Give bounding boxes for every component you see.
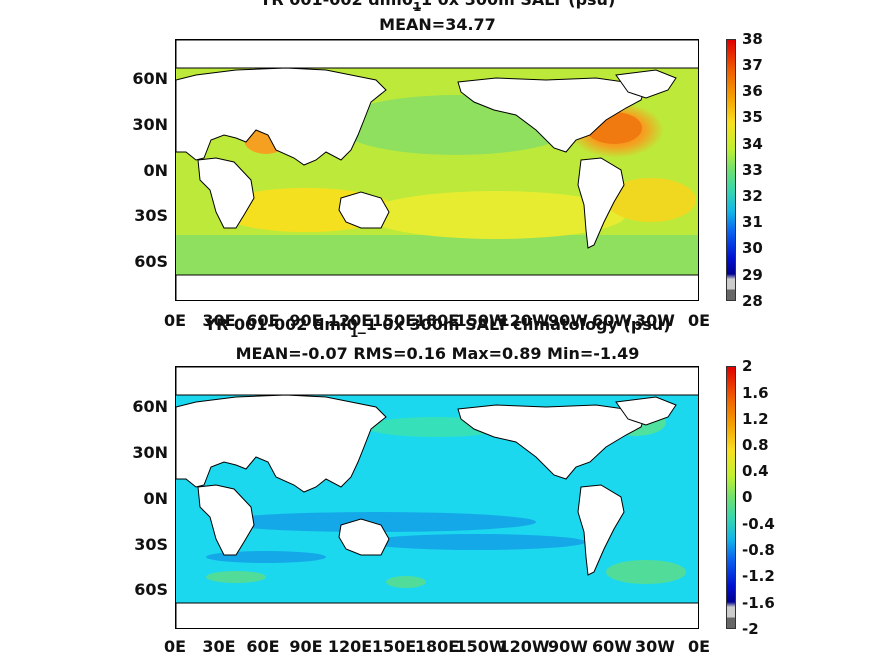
chart2-indian-high	[206, 571, 266, 583]
chart2-xtick: 150E	[371, 637, 417, 656]
chart1-xtick: 60W	[592, 311, 632, 330]
chart2-colorbar-tick: 0	[742, 488, 753, 506]
chart1-eurasia	[176, 67, 387, 166]
chart2-north-america	[457, 404, 647, 480]
chart2-xtick: 0E	[163, 637, 187, 656]
chart2-xtick: 180E	[414, 637, 460, 656]
chart1-antarctica	[176, 274, 698, 300]
chart2-colorbar-tick: 0.4	[742, 462, 769, 480]
chart2-xtick: 90W	[548, 637, 588, 656]
chart2-greenland	[615, 396, 677, 426]
chart2-xtick: 60E	[246, 637, 280, 656]
chart2-subtitle: MEAN=-0.07 RMS=0.16 Max=0.89 Min=-1.49	[235, 344, 640, 363]
chart1-map	[175, 39, 699, 301]
chart1-north-america	[457, 77, 647, 153]
chart2-colorbar	[726, 366, 736, 629]
chart2-colorbar-tick: -1.2	[742, 567, 775, 585]
chart1-colorbar-tick: 31	[742, 213, 763, 231]
chart1-ytick-30n: 30N	[132, 115, 168, 134]
chart1-colorbar-tick: 29	[742, 266, 763, 284]
chart2-tasman-high	[386, 576, 426, 588]
chart2-xtick: 90E	[289, 637, 323, 656]
chart2-ytick-60n: 60N	[132, 397, 168, 416]
chart1-xtick: 150W	[455, 311, 507, 330]
chart1-title: YR 001-002 dml0_1 0x 300m SALT (psu)	[0, 0, 875, 9]
chart1-greenland	[615, 69, 677, 99]
chart2-title-subscript: 1	[350, 326, 359, 340]
chart2-colorbar-tick: -0.8	[742, 541, 775, 559]
chart2-xtick: 30W	[635, 637, 675, 656]
chart2-colorbar-tick: 1.2	[742, 410, 769, 428]
chart1-colorbar-tick: 32	[742, 187, 763, 205]
chart1-ytick-0n: 0N	[143, 161, 168, 180]
chart2-ytick-30s: 30S	[134, 535, 168, 554]
chart1-south-america	[577, 157, 625, 249]
chart1-colorbar-tick: 30	[742, 239, 763, 257]
chart1-colorbar-tick: 37	[742, 56, 763, 74]
chart1-xtick: 150E	[371, 311, 417, 330]
chart2-colorbar-tick: -2	[742, 620, 759, 638]
chart1-xtick: 60E	[246, 311, 280, 330]
chart2-southern-low	[216, 512, 536, 532]
chart2-satl-high	[606, 560, 686, 584]
chart1-colorbar-tick: 33	[742, 161, 763, 179]
chart1-xtick: 0E	[163, 311, 187, 330]
chart1-xtick: 30E	[202, 311, 236, 330]
chart1-ytick-30s: 30S	[134, 206, 168, 225]
chart2-xtick: 150W	[455, 637, 507, 656]
chart1-satl	[606, 178, 696, 222]
chart2-colorbar-tick: 0.8	[742, 436, 769, 454]
chart1-xtick: 0E	[687, 311, 711, 330]
chart2-africa	[197, 484, 255, 556]
chart1-colorbar-tick: 28	[742, 292, 763, 310]
chart2-xtick: 120W	[498, 637, 550, 656]
chart2-south-america	[577, 484, 625, 576]
chart2-colorbar-tick: -0.4	[742, 515, 775, 533]
chart2-colorbar-tick: 2	[742, 357, 753, 375]
chart2-spac-low	[366, 534, 586, 550]
chart2-map	[175, 366, 699, 629]
chart2-ytick-30n: 30N	[132, 443, 168, 462]
chart2-australia	[338, 518, 390, 556]
chart1-subtitle: MEAN=34.77	[379, 15, 496, 34]
chart2-ytick-0n: 0N	[143, 489, 168, 508]
chart1-xtick: 30W	[635, 311, 675, 330]
chart1-colorbar-tick: 36	[742, 82, 763, 100]
chart2-colorbar-tick: 1.6	[742, 384, 769, 402]
chart2-ytick-60s: 60S	[134, 580, 168, 599]
chart2-xtick: 60W	[592, 637, 632, 656]
chart2-colorbar-tick: -1.6	[742, 594, 775, 612]
chart2-arctic	[176, 367, 698, 396]
chart1-arctic	[176, 40, 698, 69]
chart1-ytick-60n: 60N	[132, 69, 168, 88]
chart1-australia	[338, 191, 390, 229]
chart1-xtick: 90E	[289, 311, 323, 330]
chart1-ytick-60s: 60S	[134, 252, 168, 271]
chart1-colorbar-tick: 34	[742, 135, 763, 153]
chart1-xtick: 120E	[327, 311, 373, 330]
chart1-colorbar	[726, 39, 736, 301]
chart2-title: YR 001-002 dml0_1 0x 300m SALT climatolo…	[204, 315, 671, 334]
chart2-xtick: 30E	[202, 637, 236, 656]
chart2-xtick: 120E	[327, 637, 373, 656]
chart1-xtick: 180E	[414, 311, 460, 330]
chart1-spac	[366, 191, 626, 239]
chart2-antarctica	[176, 602, 698, 628]
chart1-title-subscript: 1	[413, 0, 422, 14]
chart1-xtick: 120W	[498, 311, 550, 330]
chart2-xtick: 0E	[687, 637, 711, 656]
chart2-eurasia	[176, 394, 387, 493]
chart1-colorbar-tick: 35	[742, 108, 763, 126]
chart1-africa	[197, 157, 255, 229]
chart1-xtick: 90W	[548, 311, 588, 330]
chart1-colorbar-tick: 38	[742, 30, 763, 48]
